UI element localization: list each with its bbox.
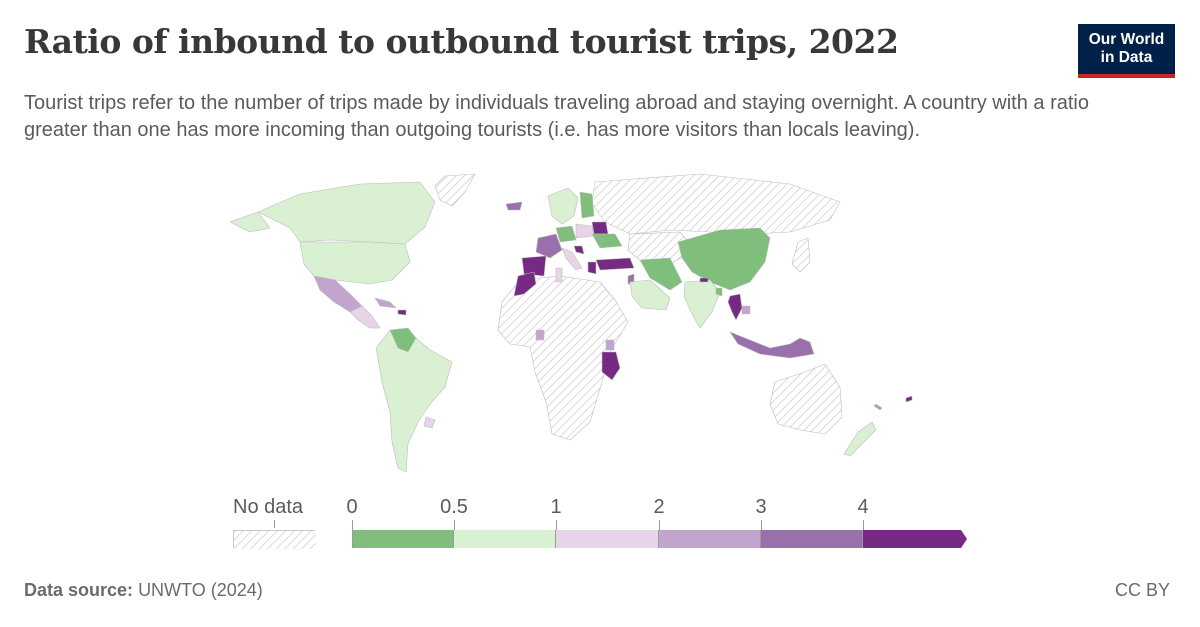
region-poland [575,223,595,239]
tick-line [659,520,660,530]
tick-line [761,520,762,530]
region-kenya [605,339,615,351]
source-label: Data source: [24,580,134,600]
region-tunisia [555,267,563,283]
legend-bin-2-3[interactable] [659,530,761,548]
region-australia [769,363,843,435]
region-tanzania [601,351,621,381]
region-china [677,227,771,291]
tick-0-5: 0.5 [440,496,468,518]
tick-line [454,520,455,530]
region-norway-sweden [547,187,579,225]
region-fiji [905,395,913,403]
tick-1: 1 [550,496,562,518]
region-new-zealand [843,421,877,457]
region-central-america [349,305,381,329]
legend-bin-0-0.5[interactable] [352,530,454,548]
region-belarus [591,221,609,235]
region-canada [257,181,436,245]
region-spain [521,255,547,277]
region-france [535,233,563,259]
region-indonesia [729,331,815,359]
region-africa [497,275,629,441]
chart-subtitle: Tourist trips refer to the number of tri… [24,92,1089,141]
color-legend: No data 0 0.5 1 2 3 4 [230,492,990,552]
region-cuba [374,297,397,309]
region-croatia [573,245,585,255]
region-greenland [434,173,476,207]
region-iran [639,257,683,291]
region-usa [299,241,411,285]
region-new-caledonia [873,403,883,411]
region-ukraine [591,233,623,249]
region-dominican-republic [397,309,407,316]
legend-bin-0.5-1[interactable] [454,530,556,548]
region-iceland [505,201,523,211]
region-south-america [375,329,453,473]
license[interactable]: CC BY [1114,580,1170,600]
tick-2: 2 [653,496,665,518]
data-source: Data source: UNWTO (2024) [24,580,263,601]
region-uruguay [423,416,436,429]
logo-line-2: in Data [1100,49,1153,66]
region-germany [555,225,577,243]
region-india [683,279,721,329]
region-greece [587,261,597,275]
region-morocco [513,271,537,297]
no-data-swatch [233,530,316,549]
region-bangladesh [715,287,723,297]
logo-line-1: Our World [1088,31,1165,48]
region-saudi-arabia [629,279,671,311]
region-finland [579,191,595,219]
tick-3: 3 [755,496,767,518]
tick-line [352,520,353,530]
no-data-tick [274,520,275,528]
legend-bin-1-2[interactable] [556,530,659,548]
region-japan [791,237,811,273]
region-russia [591,173,841,235]
region-turkey [595,257,635,271]
region-ghana [535,329,545,341]
region-cambodia [741,305,751,315]
legend-bin-4-plus[interactable] [863,530,967,548]
region-thailand [727,293,743,321]
chart-title: Ratio of inbound to outbound tourist tri… [24,22,899,61]
region-italy [561,247,583,271]
tick-4: 4 [857,496,869,518]
tick-line [863,520,864,530]
region-nepal [699,277,709,283]
no-data-label: No data [233,496,304,518]
legend-bin-3-4[interactable] [761,530,863,548]
owid-logo[interactable]: Our World in Data [1078,24,1175,78]
region-alaska [230,211,271,233]
world-map[interactable] [230,172,930,482]
tick-0: 0 [346,496,358,518]
tick-line [556,520,557,530]
source-value[interactable]: UNWTO (2024) [138,580,263,600]
